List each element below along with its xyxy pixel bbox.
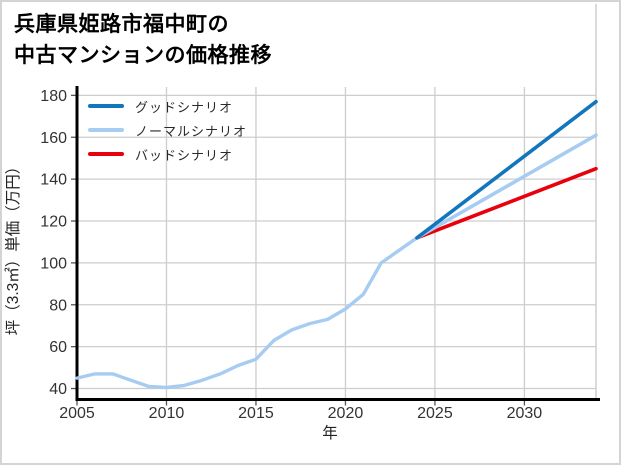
- legend-label: ノーマルシナリオ: [135, 123, 248, 139]
- legend-label: グッドシナリオ: [135, 99, 234, 115]
- legend-label: バッドシナリオ: [135, 147, 234, 163]
- y-tick-label-120: 120: [40, 214, 67, 231]
- series-line-ノーマルシナリオ: [415, 133, 598, 240]
- series-line-グッドシナリオ: [415, 99, 598, 240]
- y-tick-label-140: 140: [40, 172, 67, 189]
- y-tick-label-40: 40: [49, 381, 67, 398]
- y-tick-label-80: 80: [49, 297, 67, 314]
- y-tick-label-100: 100: [40, 255, 67, 272]
- x-tick-label-2020: 2020: [328, 405, 364, 422]
- x-tick-label-2005: 2005: [59, 405, 95, 422]
- y-tick-label-180: 180: [40, 88, 67, 105]
- legend-item: バッドシナリオ: [88, 142, 247, 166]
- legend-item: グッドシナリオ: [88, 94, 247, 118]
- legend-swatch-icon: [88, 152, 124, 156]
- legend-swatch-icon: [88, 128, 124, 132]
- series-line-history: [75, 236, 419, 390]
- x-axis-label: 年: [322, 424, 338, 442]
- y-axis-label: 坪（3.3㎡）単価（万円）: [4, 159, 22, 336]
- legend-item: ノーマルシナリオ: [88, 118, 247, 142]
- x-tick-label-2015: 2015: [238, 405, 274, 422]
- legend: グッドシナリオ ノーマルシナリオ バッドシナリオ: [88, 94, 247, 166]
- legend-swatch-icon: [88, 104, 124, 108]
- x-tick-label-2010: 2010: [149, 405, 185, 422]
- y-tick-label-60: 60: [49, 339, 67, 356]
- series-line-バッドシナリオ: [415, 166, 598, 240]
- chart-title: 兵庫県姫路市福中町の 中古マンションの価格推移: [14, 13, 272, 67]
- x-tick-label-2030: 2030: [507, 405, 543, 422]
- x-tick-label-2025: 2025: [417, 405, 453, 422]
- y-tick-label-160: 160: [40, 130, 67, 147]
